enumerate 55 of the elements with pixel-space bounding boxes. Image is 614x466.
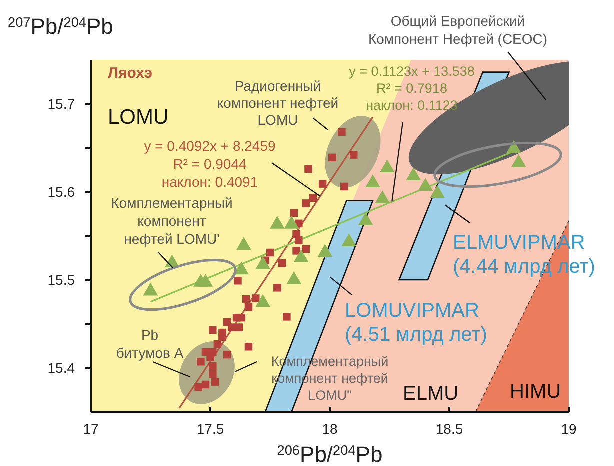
point	[228, 324, 236, 332]
point	[302, 200, 310, 208]
point	[278, 259, 286, 268]
y-tick-label: 15.4	[48, 360, 76, 376]
point	[197, 358, 205, 366]
point	[223, 350, 232, 359]
point	[209, 370, 217, 378]
x-tick-label: 18	[322, 421, 338, 437]
point	[244, 343, 253, 351]
x-tick-label: 19	[561, 421, 577, 437]
point	[209, 362, 217, 370]
point	[194, 383, 202, 392]
point	[340, 182, 348, 191]
point	[283, 313, 291, 321]
annotation: LOMU	[108, 106, 169, 129]
point	[318, 180, 327, 188]
point	[338, 128, 346, 136]
point	[304, 165, 312, 173]
y-tick-label: 15.5	[48, 272, 76, 288]
point	[328, 154, 336, 162]
point	[218, 333, 226, 342]
x-axis-title: $^{206}$Pb/$^{204}$Pb	[277, 442, 383, 466]
annotation: Комплементарный компонент нефтей LOMU'	[111, 195, 233, 247]
y-axis-title: $^{207}$Pb/$^{204}$Pb	[8, 14, 114, 39]
annotation: HIMU	[510, 381, 562, 403]
point	[214, 340, 222, 348]
point	[202, 380, 210, 389]
point	[235, 324, 244, 332]
point	[274, 284, 282, 292]
point	[309, 194, 318, 202]
annotation: LOMUVIPMAR (4.51 млрд лет)	[345, 300, 488, 346]
x-tick-label: 17.5	[196, 421, 224, 437]
x-tick-label: 18.5	[436, 421, 464, 437]
x-tick-label: 17	[83, 421, 99, 437]
text: Общий Европейский Компонент Нефтей (CEOC)	[368, 13, 548, 47]
annotation: y = 0.4092x + 8.2459 R² = 0.9044 наклон: 0.4091	[144, 138, 276, 190]
point	[252, 294, 260, 302]
point	[295, 236, 303, 244]
annotation: Pb битумов А	[116, 327, 184, 361]
point	[350, 151, 358, 159]
point	[242, 295, 250, 304]
annotation: Радиогенный компонент нефтей LOMU	[217, 78, 339, 128]
point	[238, 314, 246, 322]
point	[290, 209, 298, 217]
point	[292, 247, 300, 255]
y-tick-label: 15.7	[48, 96, 76, 112]
annotation: Ляохэ	[108, 65, 152, 82]
point	[211, 378, 220, 386]
point	[302, 245, 310, 254]
annotation: ELMU	[403, 383, 459, 405]
point	[266, 248, 274, 257]
point	[244, 303, 253, 312]
point	[234, 277, 242, 285]
y-tick-label: 15.6	[48, 184, 76, 200]
point	[209, 326, 217, 334]
